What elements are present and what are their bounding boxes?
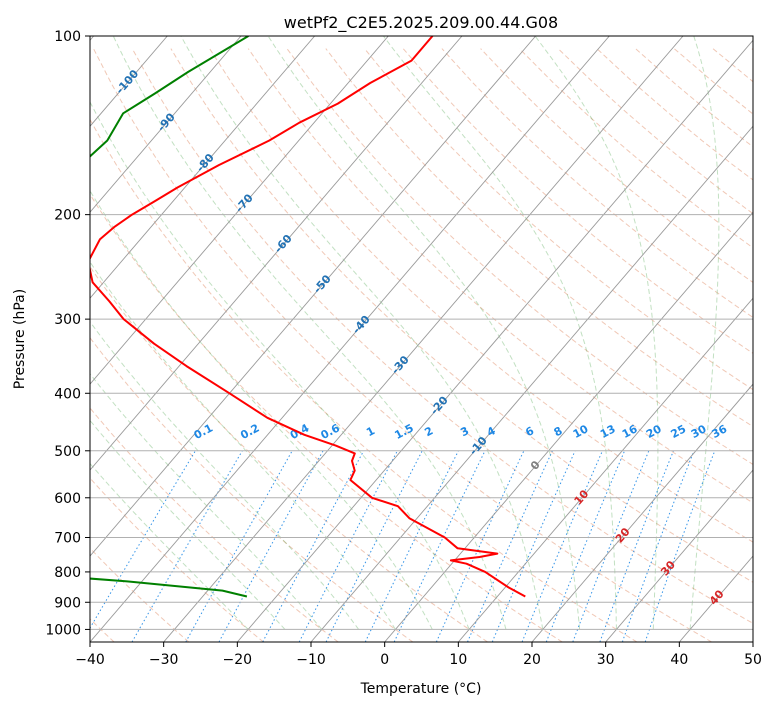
temperature-profile <box>90 36 526 598</box>
profiles-layer <box>90 36 526 598</box>
moist-adiabat <box>90 373 323 630</box>
x-tick-label: 40 <box>670 652 688 668</box>
moist-adiabat <box>534 36 659 630</box>
mixing-ratio-line <box>467 450 553 642</box>
y-tick-label: 600 <box>54 491 81 507</box>
isotherm-line <box>90 36 316 299</box>
y-tick-label: 300 <box>54 312 81 328</box>
x-tick-label: −30 <box>149 652 179 668</box>
plot-area: -100-90-80-70-60-50-40-30-20-10010203040… <box>90 36 753 642</box>
moist-adiabat <box>90 261 396 630</box>
moist-adiabat <box>112 36 507 630</box>
mixing-ratio-label: 30 <box>689 422 709 441</box>
isotherm-line <box>310 125 753 642</box>
mixing-ratio-line <box>572 450 650 642</box>
dry-adiabat <box>402 48 753 354</box>
isotherm-line <box>163 36 684 642</box>
moist-adiabat <box>90 419 286 630</box>
mixing-ratio-line <box>599 450 674 642</box>
y-axis-ticks: 100 200 300 400 500 600 700 800 900 1000 <box>45 29 90 638</box>
y-tick-label: 200 <box>54 208 81 224</box>
mixing-ratio-label: 16 <box>620 422 640 441</box>
x-tick-label: 50 <box>744 652 762 668</box>
isotherm-line <box>531 383 753 642</box>
x-tick-label: −10 <box>296 652 326 668</box>
dry-adiabats-layer <box>90 48 753 642</box>
isotherm-line <box>90 36 463 471</box>
dry-adiabat <box>441 48 753 319</box>
moist-adiabat <box>689 36 720 630</box>
x-tick-label: −40 <box>75 652 105 668</box>
isotherm-line <box>90 36 389 385</box>
y-tick-label: 800 <box>54 565 81 581</box>
moist-adiabat <box>90 189 433 630</box>
mixing-ratio-line <box>621 450 695 642</box>
mixing-ratio-lines-layer <box>90 450 716 642</box>
dry-adiabat <box>90 336 414 642</box>
isobars-layer <box>90 36 753 630</box>
mixing-ratio-line <box>218 450 324 642</box>
mixing-ratio-line <box>325 450 423 642</box>
isotherm-line <box>457 297 753 642</box>
moist-adiabat <box>90 462 249 630</box>
dry-adiabat <box>90 265 488 642</box>
x-axis-ticks: −40 −30 −20 −10 0 10 20 30 40 50 <box>75 642 762 668</box>
isotherm-line <box>90 36 537 557</box>
x-tick-label: −20 <box>223 652 253 668</box>
mixing-ratio-line <box>262 450 365 642</box>
dry-adiabat <box>286 48 753 465</box>
mixing-ratio-label: 13 <box>598 422 618 441</box>
mixing-ratio-line <box>644 450 716 642</box>
mixing-ratio-label: 10 <box>571 422 591 441</box>
y-tick-label: 500 <box>54 444 81 460</box>
y-axis-title: Pressure (hPa) <box>12 289 28 389</box>
x-tick-label: 10 <box>449 652 467 668</box>
dry-adiabat <box>90 477 264 642</box>
isotherm-line <box>90 36 242 213</box>
mixing-ratio-label: 36 <box>710 422 730 441</box>
dry-adiabat <box>90 407 339 642</box>
y-tick-label: 400 <box>54 386 81 402</box>
chart-title: wetPf2_C2E5.2025.209.00.44.G08 <box>284 13 558 33</box>
mixing-ratio-line <box>545 450 626 642</box>
x-axis-title: Temperature (°C) <box>360 681 482 697</box>
isotherm-line <box>605 469 753 642</box>
moist-adiabat <box>383 36 617 630</box>
x-tick-label: 20 <box>523 652 541 668</box>
x-tick-label: 0 <box>380 652 389 668</box>
plot-frame <box>89 35 754 643</box>
isotherm-line <box>90 36 610 642</box>
isotherm-line <box>384 211 753 642</box>
x-tick-label: 30 <box>597 652 615 668</box>
mixing-ratio-label: 20 <box>644 422 664 441</box>
dry-adiabat <box>247 48 753 504</box>
dry-adiabat <box>90 118 638 642</box>
y-tick-label: 1000 <box>45 622 81 638</box>
moist-adiabat <box>267 36 581 630</box>
moist-adiabat <box>180 36 544 630</box>
mixing-ratio-line <box>521 450 603 642</box>
isotherm-line <box>236 39 753 642</box>
mixing-ratio-line <box>185 450 293 642</box>
y-tick-label: 700 <box>54 531 81 547</box>
dry-adiabat <box>325 48 753 428</box>
y-tick-label: 100 <box>54 29 81 45</box>
mixing-ratio-label: 25 <box>669 422 689 441</box>
dry-adiabat <box>131 48 753 624</box>
isotherms-layer <box>90 36 753 642</box>
dry-adiabat <box>170 48 753 583</box>
y-tick-label: 900 <box>54 595 81 611</box>
dry-adiabat <box>90 193 563 642</box>
mixing-ratio-line <box>364 450 459 642</box>
dry-adiabat <box>209 48 753 543</box>
